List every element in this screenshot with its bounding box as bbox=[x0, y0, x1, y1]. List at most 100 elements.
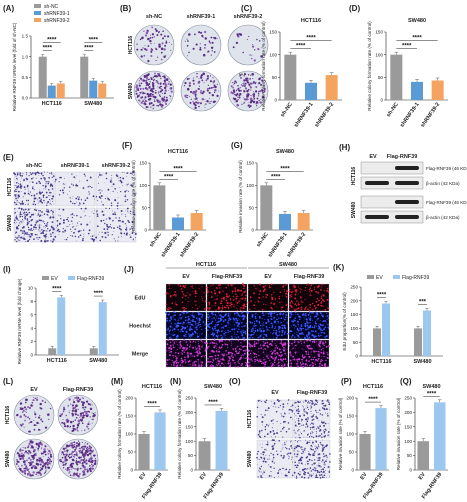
edu-column-label: Flag-RNF39 bbox=[212, 274, 243, 280]
cell-dot bbox=[184, 356, 186, 358]
cell-dot bbox=[185, 298, 186, 300]
cell-dot bbox=[179, 322, 182, 325]
colony-dot bbox=[202, 72, 205, 76]
cell-dot bbox=[47, 210, 50, 213]
cell-dot bbox=[294, 336, 296, 338]
cell-dot bbox=[45, 238, 47, 240]
cell-dot bbox=[321, 283, 323, 286]
cell-dot bbox=[236, 327, 238, 329]
cell-dot bbox=[302, 405, 304, 407]
cell-dot bbox=[313, 340, 316, 343]
cell-dot bbox=[257, 433, 260, 436]
colony-dot bbox=[157, 72, 160, 75]
cell-dot bbox=[99, 189, 101, 191]
cell-dot bbox=[294, 293, 297, 296]
colony-dot bbox=[63, 408, 66, 411]
cell-dot bbox=[126, 231, 128, 233]
cell-dot bbox=[48, 199, 51, 201]
cell-dot bbox=[211, 349, 214, 352]
cell-dot bbox=[284, 330, 286, 332]
cell-dot bbox=[174, 334, 176, 336]
cell-dot bbox=[296, 320, 299, 323]
cell-dot bbox=[182, 365, 184, 367]
colony-dot bbox=[21, 457, 24, 460]
cell-dot bbox=[195, 341, 197, 343]
cell-dot bbox=[183, 312, 184, 314]
cell-dot bbox=[74, 177, 76, 179]
colony-dot bbox=[83, 466, 86, 469]
cell-dot bbox=[212, 329, 215, 331]
colony-dot bbox=[155, 80, 157, 82]
cell-dot bbox=[271, 439, 274, 441]
cell-dot bbox=[264, 460, 267, 463]
cell-dot bbox=[280, 413, 282, 415]
cell-dot bbox=[292, 335, 294, 337]
colony-dot bbox=[91, 465, 93, 467]
colony-dot bbox=[68, 412, 70, 414]
cell-dot bbox=[24, 216, 27, 218]
cell-dot bbox=[280, 321, 282, 324]
colony-dot bbox=[232, 46, 235, 49]
colony-dot bbox=[143, 30, 145, 32]
cell-dot bbox=[25, 177, 27, 180]
cell-dot bbox=[326, 357, 329, 359]
cell-dot bbox=[248, 349, 250, 352]
cell-dot bbox=[236, 311, 239, 314]
cell-dot bbox=[241, 365, 243, 367]
cell-dot bbox=[266, 443, 269, 446]
sig-stars: **** bbox=[402, 44, 412, 50]
cell-dot bbox=[321, 444, 324, 447]
cell-dot bbox=[293, 290, 295, 292]
cell-dot bbox=[197, 353, 200, 355]
cell-dot bbox=[116, 226, 119, 229]
cell-dot bbox=[167, 327, 170, 330]
cell-dot bbox=[317, 303, 320, 306]
cell-dot bbox=[205, 312, 206, 313]
cell-dot bbox=[304, 447, 306, 450]
colony-dot bbox=[39, 407, 41, 409]
cell-dot bbox=[50, 217, 52, 219]
cell-dot bbox=[309, 287, 312, 289]
colony-dot bbox=[238, 96, 241, 99]
cell-dot bbox=[210, 355, 213, 358]
colony-dot bbox=[76, 399, 79, 402]
cell-dot bbox=[24, 233, 26, 235]
cell-dot bbox=[167, 334, 169, 336]
cell-dot bbox=[245, 349, 247, 350]
cell-dot bbox=[250, 318, 251, 319]
invasion-row-label: HCT116 bbox=[7, 178, 13, 197]
colony-dot bbox=[184, 96, 187, 98]
colony-dot bbox=[26, 468, 28, 471]
y-tick-label: 100 bbox=[269, 52, 277, 57]
bar bbox=[431, 80, 444, 100]
cell-dot bbox=[222, 330, 224, 332]
cell-dot bbox=[294, 308, 296, 310]
cell-dot bbox=[271, 308, 273, 310]
colony-dot bbox=[169, 83, 172, 86]
colony-dot bbox=[16, 413, 19, 416]
cell-dot bbox=[51, 186, 54, 188]
cell-dot bbox=[23, 186, 26, 189]
cell-dot bbox=[303, 414, 306, 417]
colony-dot bbox=[38, 445, 41, 448]
cell-dot bbox=[190, 285, 192, 287]
cell-dot bbox=[43, 240, 46, 243]
cell-dot bbox=[13, 201, 16, 204]
colony-dot bbox=[158, 94, 161, 96]
cell-dot bbox=[305, 456, 308, 459]
cell-dot bbox=[307, 472, 309, 474]
cell-dot bbox=[271, 293, 273, 296]
colony-dot bbox=[149, 81, 151, 83]
cell-dot bbox=[247, 327, 249, 329]
cell-dot bbox=[315, 290, 318, 293]
cell-dot bbox=[299, 329, 300, 331]
cell-dot bbox=[262, 453, 264, 456]
cell-dot bbox=[46, 202, 48, 204]
cell-dot bbox=[290, 297, 291, 299]
cell-dot bbox=[292, 359, 294, 361]
colony-dot bbox=[239, 74, 242, 76]
colony-dot bbox=[87, 410, 89, 413]
y-tick-label: 50 bbox=[378, 75, 384, 80]
sig-stars: **** bbox=[43, 46, 53, 52]
cell-dot bbox=[272, 434, 274, 435]
